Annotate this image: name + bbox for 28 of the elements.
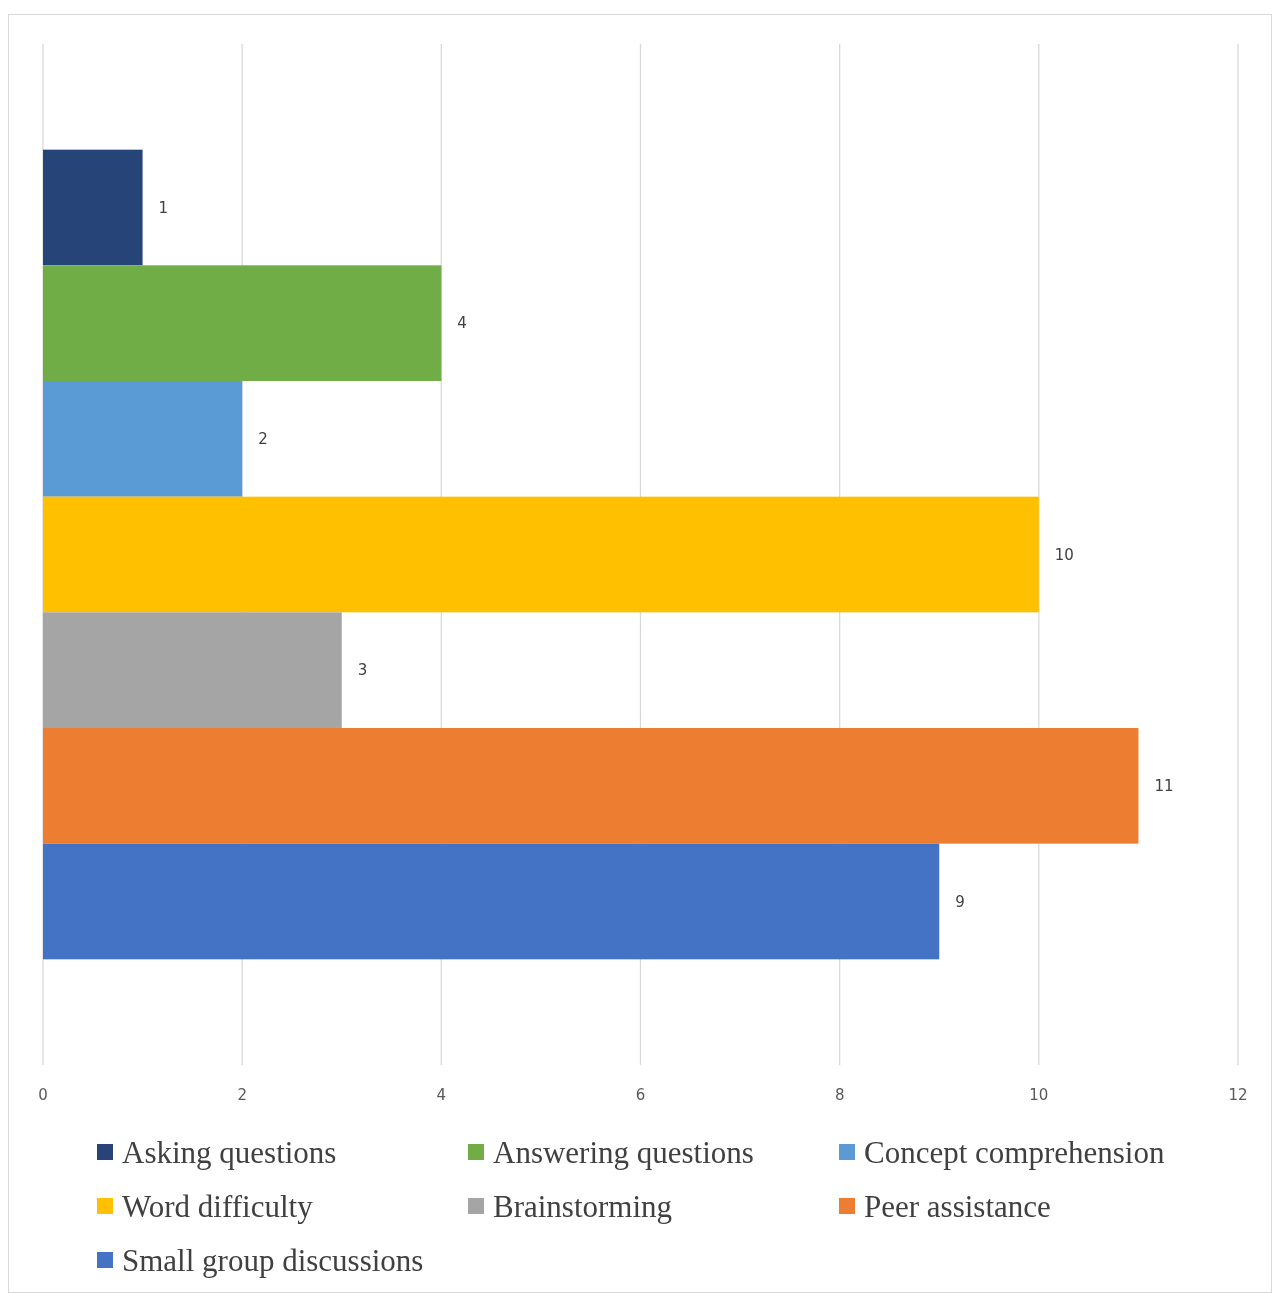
bar xyxy=(43,612,342,728)
data-label: 11 xyxy=(1154,777,1174,796)
bar xyxy=(43,843,940,960)
bar xyxy=(43,265,442,381)
legend-label: Word difficulty xyxy=(122,1188,314,1224)
data-label: 10 xyxy=(1054,545,1074,564)
x-tick-label: 12 xyxy=(1228,1086,1248,1105)
legend-label: Concept comprehension xyxy=(864,1134,1165,1170)
legend-label: Small group discussions xyxy=(122,1242,424,1278)
legend-label: Brainstorming xyxy=(493,1188,673,1224)
x-tick-label: 0 xyxy=(38,1086,48,1105)
legend-label: Answering questions xyxy=(493,1134,754,1170)
data-label: 3 xyxy=(357,661,368,680)
x-tick-label: 4 xyxy=(436,1086,447,1105)
data-label: 2 xyxy=(258,430,268,449)
bar xyxy=(43,149,143,266)
x-tick-label: 6 xyxy=(635,1086,646,1105)
legend-label: Peer assistance xyxy=(864,1188,1051,1224)
legend-label: Asking questions xyxy=(122,1134,337,1170)
data-label: 1 xyxy=(158,198,169,217)
data-label: 4 xyxy=(457,314,467,333)
bar xyxy=(43,381,243,497)
x-tick-label: 8 xyxy=(834,1086,845,1105)
data-label: 9 xyxy=(955,892,965,911)
x-tick-label: 2 xyxy=(237,1086,247,1105)
bar xyxy=(43,496,1039,613)
x-tick-label: 10 xyxy=(1029,1086,1049,1105)
bar xyxy=(43,728,1139,844)
